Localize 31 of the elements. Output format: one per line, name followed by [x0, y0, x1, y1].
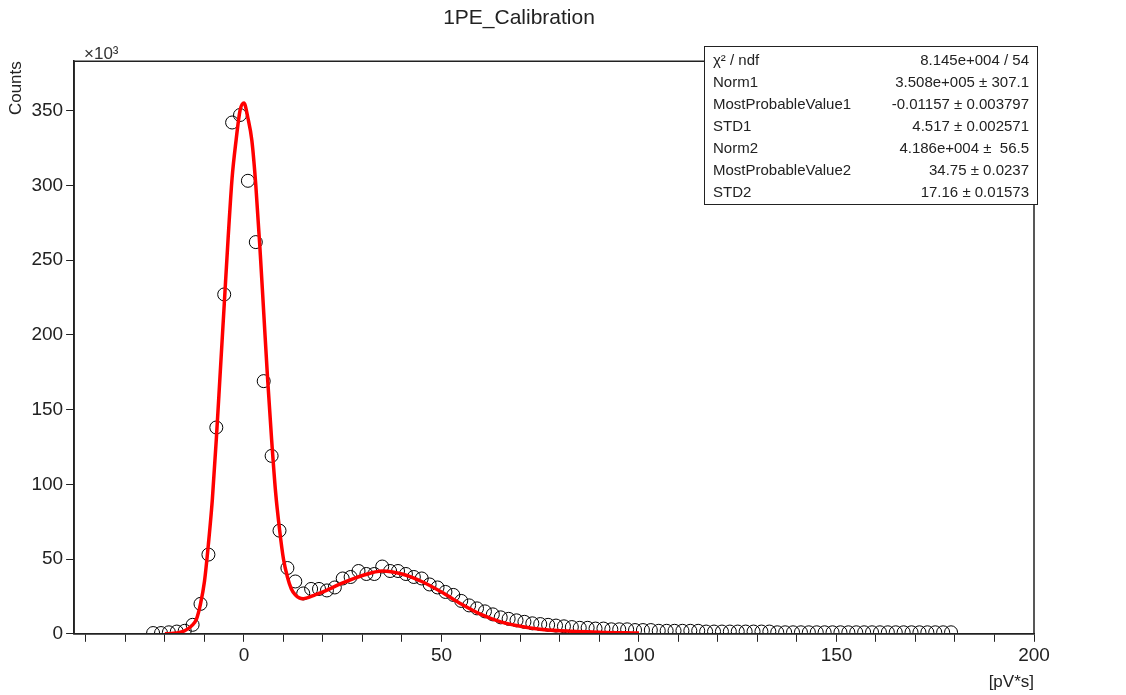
- y-tick-label: 250: [31, 248, 64, 270]
- y-tick-label: 100: [31, 472, 64, 494]
- x-axis-title: [pV*s]: [988, 672, 1034, 692]
- annotation: 4.186e+004 ± 56.5: [898, 139, 1029, 156]
- x-tick-label: 0: [238, 644, 250, 666]
- annotation: MostProbableValue2: [713, 161, 852, 178]
- annotation: STD2: [713, 183, 753, 200]
- y-tick-label: 0: [52, 622, 64, 644]
- y-tick-label: 50: [41, 547, 64, 569]
- chart-title: 1PE_Calibration: [443, 5, 595, 30]
- annotation: 17.16 ± 0.01573: [919, 183, 1029, 200]
- annotation: STD1: [713, 117, 753, 134]
- y-axis-title: Counts: [5, 61, 25, 116]
- annotation: 8.145e+004 / 54: [919, 51, 1029, 68]
- y-tick-label: 350: [31, 98, 64, 120]
- annotation: 34.75 ± 0.0237: [928, 161, 1029, 178]
- annotation: 3.508e+005 ± 307.1: [894, 73, 1029, 90]
- annotation: χ² / ndf: [713, 51, 761, 68]
- annotation: MostProbableValue1: [713, 95, 852, 112]
- y-tick-label: 300: [31, 173, 64, 195]
- x-tick-label: 200: [1018, 644, 1050, 666]
- x-tick-label: 100: [623, 644, 655, 666]
- y-tick-label: 200: [31, 323, 64, 345]
- x-tick-label: 50: [430, 644, 453, 666]
- annotation: Norm1: [713, 73, 759, 90]
- annotation: ×10³: [84, 44, 119, 64]
- annotation: -0.01157 ± 0.003797: [890, 95, 1029, 112]
- annotation: Norm2: [713, 139, 759, 156]
- annotation: 4.517 ± 0.002571: [911, 117, 1029, 134]
- y-tick-label: 150: [31, 397, 64, 419]
- x-tick-label: 150: [820, 644, 853, 666]
